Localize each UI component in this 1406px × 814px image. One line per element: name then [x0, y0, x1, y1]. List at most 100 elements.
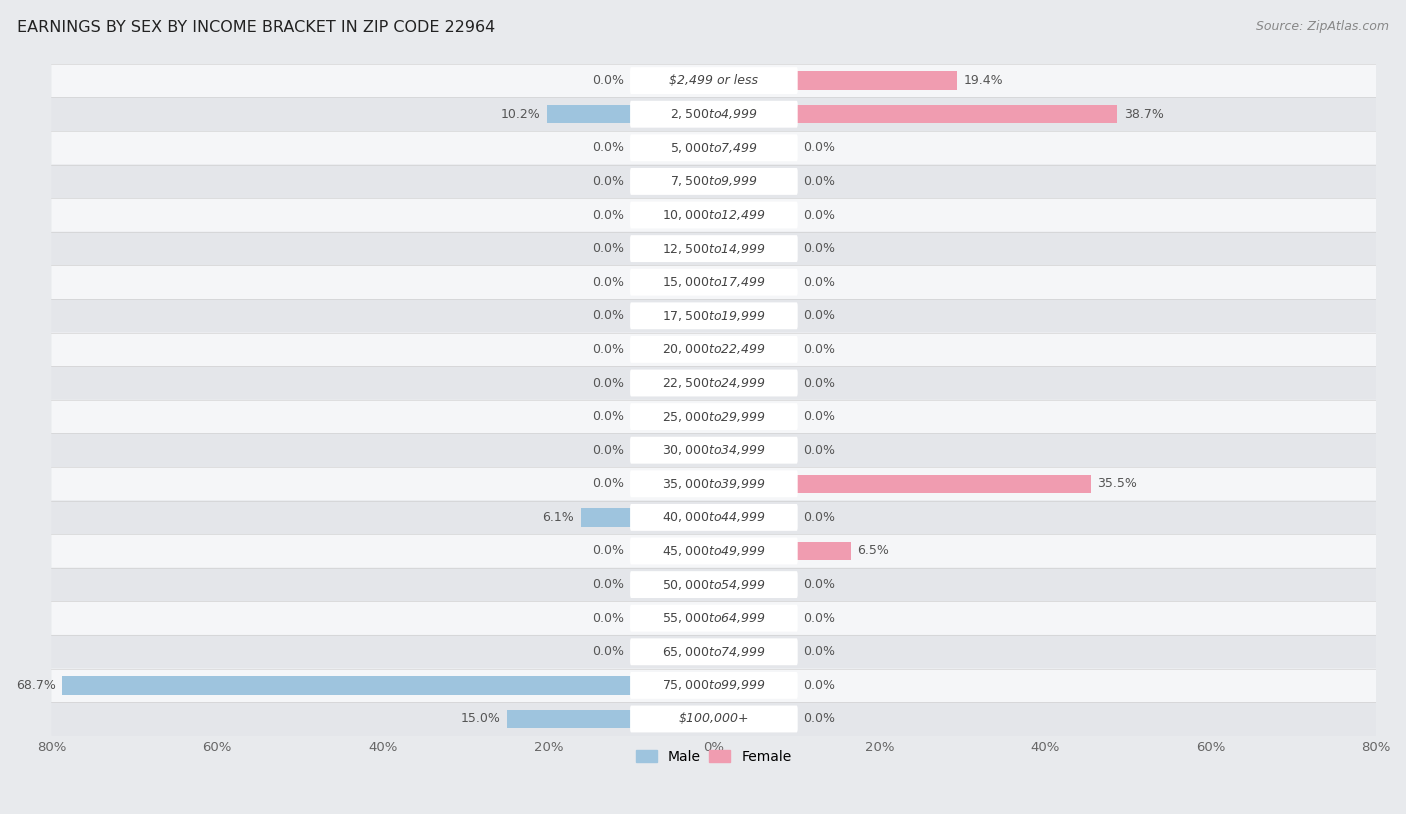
Text: 0.0%: 0.0%	[803, 679, 835, 692]
Text: 0.0%: 0.0%	[592, 175, 624, 188]
Text: 0.0%: 0.0%	[592, 646, 624, 659]
Text: 0.0%: 0.0%	[803, 309, 835, 322]
Text: 0.0%: 0.0%	[803, 175, 835, 188]
Text: 0.0%: 0.0%	[803, 712, 835, 725]
FancyBboxPatch shape	[630, 235, 797, 262]
Bar	[797, 72, 957, 90]
FancyBboxPatch shape	[52, 164, 1376, 199]
Text: 0.0%: 0.0%	[592, 74, 624, 87]
Text: 0.0%: 0.0%	[803, 646, 835, 659]
Bar	[797, 542, 851, 560]
Legend: Male, Female: Male, Female	[631, 744, 797, 769]
Text: 0.0%: 0.0%	[592, 578, 624, 591]
FancyBboxPatch shape	[52, 534, 1376, 568]
Bar	[797, 105, 1118, 124]
Text: 10.2%: 10.2%	[501, 107, 540, 120]
Text: Source: ZipAtlas.com: Source: ZipAtlas.com	[1256, 20, 1389, 33]
Text: 0.0%: 0.0%	[803, 276, 835, 289]
Text: 6.5%: 6.5%	[858, 545, 889, 558]
FancyBboxPatch shape	[52, 265, 1376, 299]
Text: $75,000 to $99,999: $75,000 to $99,999	[662, 678, 766, 693]
FancyBboxPatch shape	[630, 68, 797, 94]
Text: 0.0%: 0.0%	[592, 276, 624, 289]
FancyBboxPatch shape	[630, 470, 797, 497]
Text: 0.0%: 0.0%	[803, 410, 835, 423]
FancyBboxPatch shape	[52, 702, 1376, 736]
FancyBboxPatch shape	[52, 602, 1376, 635]
Text: 0.0%: 0.0%	[592, 444, 624, 457]
Text: 0.0%: 0.0%	[592, 410, 624, 423]
FancyBboxPatch shape	[52, 63, 1376, 98]
Text: $12,500 to $14,999: $12,500 to $14,999	[662, 242, 766, 256]
Text: $17,500 to $19,999: $17,500 to $19,999	[662, 309, 766, 323]
FancyBboxPatch shape	[52, 98, 1376, 131]
Text: 38.7%: 38.7%	[1123, 107, 1164, 120]
Text: 0.0%: 0.0%	[592, 377, 624, 390]
FancyBboxPatch shape	[630, 202, 797, 229]
Text: $22,500 to $24,999: $22,500 to $24,999	[662, 376, 766, 390]
FancyBboxPatch shape	[630, 168, 797, 195]
Text: $100,000+: $100,000+	[679, 712, 749, 725]
Text: 0.0%: 0.0%	[592, 242, 624, 255]
Text: $20,000 to $22,499: $20,000 to $22,499	[662, 343, 766, 357]
FancyBboxPatch shape	[52, 333, 1376, 366]
Text: 0.0%: 0.0%	[592, 309, 624, 322]
Text: $15,000 to $17,499: $15,000 to $17,499	[662, 275, 766, 289]
Bar	[581, 508, 631, 527]
FancyBboxPatch shape	[52, 467, 1376, 501]
FancyBboxPatch shape	[52, 433, 1376, 467]
Text: $2,499 or less: $2,499 or less	[669, 74, 758, 87]
Bar	[62, 676, 631, 694]
Bar	[547, 105, 631, 124]
Text: 6.1%: 6.1%	[543, 511, 574, 524]
Text: 0.0%: 0.0%	[803, 611, 835, 624]
Text: 0.0%: 0.0%	[803, 444, 835, 457]
Text: 0.0%: 0.0%	[592, 477, 624, 490]
FancyBboxPatch shape	[630, 638, 797, 665]
FancyBboxPatch shape	[52, 232, 1376, 265]
FancyBboxPatch shape	[630, 101, 797, 128]
FancyBboxPatch shape	[630, 504, 797, 531]
Text: 19.4%: 19.4%	[965, 74, 1004, 87]
Text: 0.0%: 0.0%	[803, 208, 835, 221]
FancyBboxPatch shape	[52, 501, 1376, 534]
FancyBboxPatch shape	[630, 302, 797, 329]
Text: EARNINGS BY SEX BY INCOME BRACKET IN ZIP CODE 22964: EARNINGS BY SEX BY INCOME BRACKET IN ZIP…	[17, 20, 495, 35]
Text: 35.5%: 35.5%	[1097, 477, 1137, 490]
Bar	[797, 475, 1091, 493]
FancyBboxPatch shape	[630, 336, 797, 363]
FancyBboxPatch shape	[52, 131, 1376, 164]
FancyBboxPatch shape	[630, 672, 797, 699]
Text: 0.0%: 0.0%	[592, 208, 624, 221]
FancyBboxPatch shape	[52, 635, 1376, 668]
FancyBboxPatch shape	[52, 366, 1376, 400]
FancyBboxPatch shape	[630, 537, 797, 564]
FancyBboxPatch shape	[630, 605, 797, 632]
Text: 0.0%: 0.0%	[592, 545, 624, 558]
Text: $35,000 to $39,999: $35,000 to $39,999	[662, 477, 766, 491]
Text: 0.0%: 0.0%	[803, 578, 835, 591]
Text: 15.0%: 15.0%	[460, 712, 501, 725]
Text: $10,000 to $12,499: $10,000 to $12,499	[662, 208, 766, 222]
FancyBboxPatch shape	[52, 199, 1376, 232]
Text: 0.0%: 0.0%	[803, 343, 835, 356]
Text: $45,000 to $49,999: $45,000 to $49,999	[662, 544, 766, 558]
Text: $5,000 to $7,499: $5,000 to $7,499	[671, 141, 758, 155]
Text: $25,000 to $29,999: $25,000 to $29,999	[662, 409, 766, 423]
Text: $7,500 to $9,999: $7,500 to $9,999	[671, 174, 758, 188]
Text: 0.0%: 0.0%	[803, 511, 835, 524]
FancyBboxPatch shape	[630, 571, 797, 598]
Text: 0.0%: 0.0%	[803, 142, 835, 155]
FancyBboxPatch shape	[52, 568, 1376, 602]
Text: 0.0%: 0.0%	[592, 142, 624, 155]
FancyBboxPatch shape	[630, 269, 797, 295]
Text: 0.0%: 0.0%	[592, 343, 624, 356]
FancyBboxPatch shape	[630, 706, 797, 733]
Text: 0.0%: 0.0%	[803, 377, 835, 390]
FancyBboxPatch shape	[52, 299, 1376, 333]
Text: 0.0%: 0.0%	[803, 242, 835, 255]
FancyBboxPatch shape	[52, 400, 1376, 433]
FancyBboxPatch shape	[630, 437, 797, 464]
FancyBboxPatch shape	[630, 403, 797, 430]
FancyBboxPatch shape	[630, 134, 797, 161]
